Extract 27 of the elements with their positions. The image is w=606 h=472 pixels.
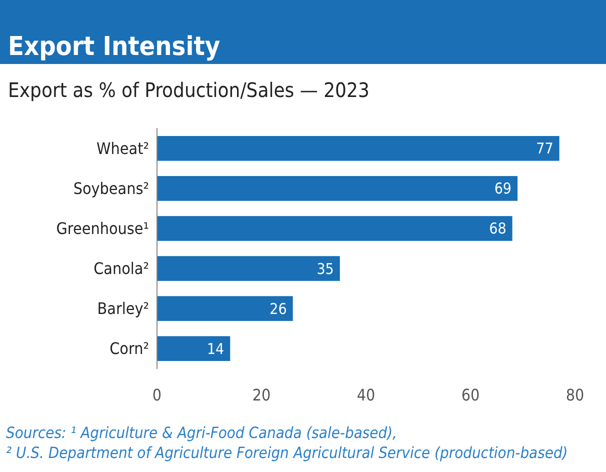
data-label: 77 [536,140,554,158]
chart-subtitle: Export as % of Production/Sales — 2023 [8,78,370,102]
bar [157,216,512,241]
y-tick-label: Canola² [94,259,149,278]
y-tick-label: Soybeans² [73,179,149,198]
bar [157,136,560,161]
data-label: 68 [489,220,506,238]
bar [157,176,518,201]
bar [157,256,340,281]
y-tick-label: Barley² [97,299,149,318]
x-tick-label: 0 [152,386,162,405]
x-tick-label: 80 [566,386,584,405]
data-label: 35 [316,260,334,278]
data-label: 69 [494,180,512,198]
x-tick-label: 60 [461,386,480,405]
text: ² U.S. Department of Agriculture Foreign Agricultural Service (production-based) [6,444,568,462]
chart-title: Export Intensity [8,32,220,62]
data-label: 14 [206,340,224,358]
bar [157,296,293,321]
data-label: 26 [270,300,287,318]
x-tick-label: 20 [252,386,271,405]
y-tick-label: Corn² [110,339,149,358]
source-note: Sources: ¹ Agriculture & Agri-Food Canada (sale-based), [6,424,397,442]
bar [157,336,230,361]
y-tick-label: Wheat² [96,139,149,158]
x-tick-label: 40 [356,386,376,405]
y-tick-label: Greenhouse¹ [56,219,149,238]
